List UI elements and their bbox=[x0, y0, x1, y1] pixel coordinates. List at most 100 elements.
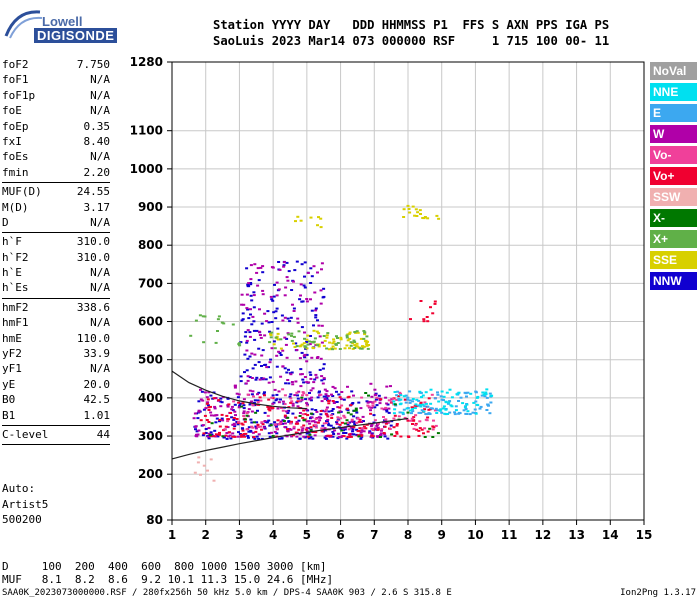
data-point bbox=[248, 376, 252, 379]
data-point bbox=[241, 423, 245, 426]
data-point bbox=[297, 419, 301, 422]
data-point bbox=[264, 378, 268, 381]
data-point bbox=[309, 373, 313, 376]
data-point bbox=[351, 402, 355, 404]
data-point bbox=[411, 423, 414, 425]
data-point bbox=[283, 422, 287, 425]
y-tick-label: 80 bbox=[146, 513, 163, 527]
param-key: hmF1 bbox=[2, 316, 29, 330]
data-point bbox=[228, 434, 232, 437]
data-point bbox=[412, 419, 416, 422]
data-point bbox=[402, 216, 406, 218]
param-value: 42.5 bbox=[83, 393, 111, 407]
data-point bbox=[250, 323, 254, 326]
data-point bbox=[357, 435, 361, 438]
data-point bbox=[276, 332, 280, 335]
data-point bbox=[290, 339, 294, 342]
auto-artist: Artist5 bbox=[2, 497, 49, 511]
data-point bbox=[244, 418, 247, 421]
param-row: foE N/A bbox=[2, 104, 110, 119]
y-tick-label: 700 bbox=[138, 276, 163, 290]
data-point bbox=[301, 416, 305, 419]
param-row: fmin 2.20 bbox=[2, 166, 110, 181]
data-point bbox=[193, 471, 197, 474]
data-point bbox=[215, 417, 219, 420]
param-key: foE bbox=[2, 104, 22, 118]
data-point bbox=[387, 407, 391, 410]
data-point bbox=[415, 215, 419, 217]
data-point bbox=[223, 428, 227, 431]
data-point bbox=[292, 342, 295, 345]
data-point bbox=[243, 353, 247, 356]
data-point bbox=[340, 391, 344, 393]
data-point bbox=[242, 303, 246, 306]
data-point bbox=[380, 428, 384, 431]
data-point bbox=[248, 403, 252, 406]
data-point bbox=[398, 411, 402, 414]
data-point bbox=[288, 395, 292, 398]
data-point bbox=[292, 307, 296, 310]
data-point bbox=[279, 347, 283, 350]
data-point bbox=[421, 403, 425, 406]
legend-item: NNE bbox=[650, 83, 697, 101]
data-point bbox=[322, 363, 326, 366]
data-point bbox=[305, 381, 309, 384]
data-point bbox=[393, 403, 397, 406]
data-point bbox=[270, 298, 274, 301]
data-point bbox=[429, 388, 433, 391]
data-point bbox=[351, 430, 355, 433]
data-point bbox=[245, 293, 249, 296]
data-point bbox=[422, 410, 426, 413]
data-point bbox=[231, 323, 235, 326]
data-point bbox=[217, 315, 221, 318]
data-point bbox=[447, 401, 451, 404]
data-point bbox=[358, 418, 362, 421]
data-point bbox=[314, 316, 318, 319]
data-point bbox=[329, 414, 333, 417]
data-point bbox=[445, 391, 449, 394]
data-point bbox=[236, 423, 240, 426]
data-point bbox=[263, 394, 266, 397]
data-point bbox=[348, 347, 351, 350]
data-point bbox=[356, 417, 360, 420]
data-point bbox=[305, 402, 309, 405]
data-point bbox=[252, 291, 256, 294]
data-point bbox=[360, 429, 364, 432]
param-key: C-level bbox=[2, 427, 49, 441]
param-row: MUF(D) 24.55 bbox=[2, 185, 110, 200]
data-point bbox=[332, 338, 336, 341]
data-point bbox=[292, 280, 295, 283]
data-point bbox=[409, 318, 412, 321]
data-point bbox=[247, 317, 251, 320]
data-point bbox=[375, 398, 378, 401]
data-point bbox=[444, 401, 448, 404]
data-point bbox=[253, 403, 257, 406]
data-point bbox=[426, 430, 430, 433]
data-point bbox=[273, 347, 277, 350]
data-point bbox=[320, 427, 324, 430]
data-point bbox=[254, 378, 258, 381]
data-point bbox=[384, 422, 388, 425]
data-point bbox=[305, 394, 309, 397]
data-point bbox=[311, 437, 315, 440]
param-key: foF1p bbox=[2, 88, 36, 102]
data-point bbox=[295, 435, 299, 438]
data-point bbox=[461, 402, 465, 405]
data-point bbox=[294, 431, 298, 434]
data-point bbox=[258, 308, 261, 311]
data-point bbox=[350, 390, 354, 393]
data-point bbox=[410, 412, 413, 415]
data-point bbox=[385, 385, 389, 388]
data-point bbox=[249, 283, 253, 286]
param-key: M(D) bbox=[2, 200, 29, 214]
data-point bbox=[250, 400, 254, 403]
data-point bbox=[351, 428, 355, 431]
data-point bbox=[418, 390, 422, 393]
param-value: 338.6 bbox=[76, 300, 110, 314]
data-point bbox=[380, 407, 384, 410]
data-point bbox=[310, 420, 314, 423]
data-point bbox=[386, 437, 390, 440]
x-tick-label: 6 bbox=[336, 528, 344, 542]
data-point bbox=[219, 397, 223, 400]
data-point bbox=[267, 321, 271, 324]
